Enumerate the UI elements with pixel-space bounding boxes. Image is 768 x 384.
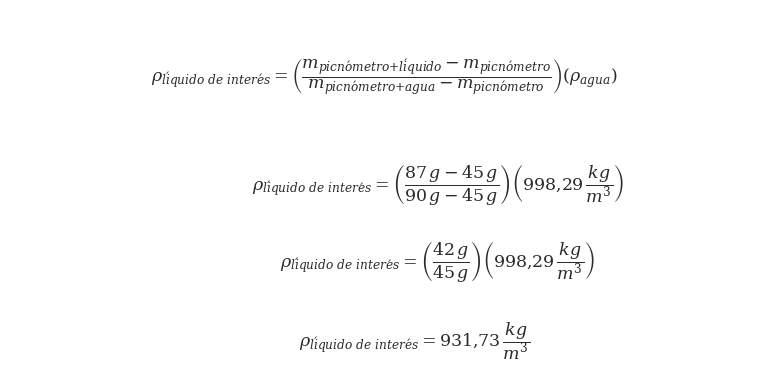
Text: $\rho_{\mathit{l\acute{i}quido\ de\ inter\acute{e}s}} = 931{,}73\,\dfrac{kg}{m^3: $\rho_{\mathit{l\acute{i}quido\ de\ inte… <box>300 321 530 362</box>
Text: $\rho_{\mathit{l\acute{i}quido\ de\ inter\acute{e}s}} = \left(\dfrac{42\,g}{45\,: $\rho_{\mathit{l\acute{i}quido\ de\ inte… <box>280 238 595 284</box>
Text: $\rho_{\mathit{l\acute{i}quido\ de\ inter\acute{e}s}} = \left(\dfrac{87\,g - 45\: $\rho_{\mathit{l\acute{i}quido\ de\ inte… <box>252 162 624 207</box>
Text: $\rho_{\mathit{l\acute{i}quido\ de\ inter\acute{e}s}} = \left(\dfrac{m_{\mathit{: $\rho_{\mathit{l\acute{i}quido\ de\ inte… <box>151 57 617 97</box>
